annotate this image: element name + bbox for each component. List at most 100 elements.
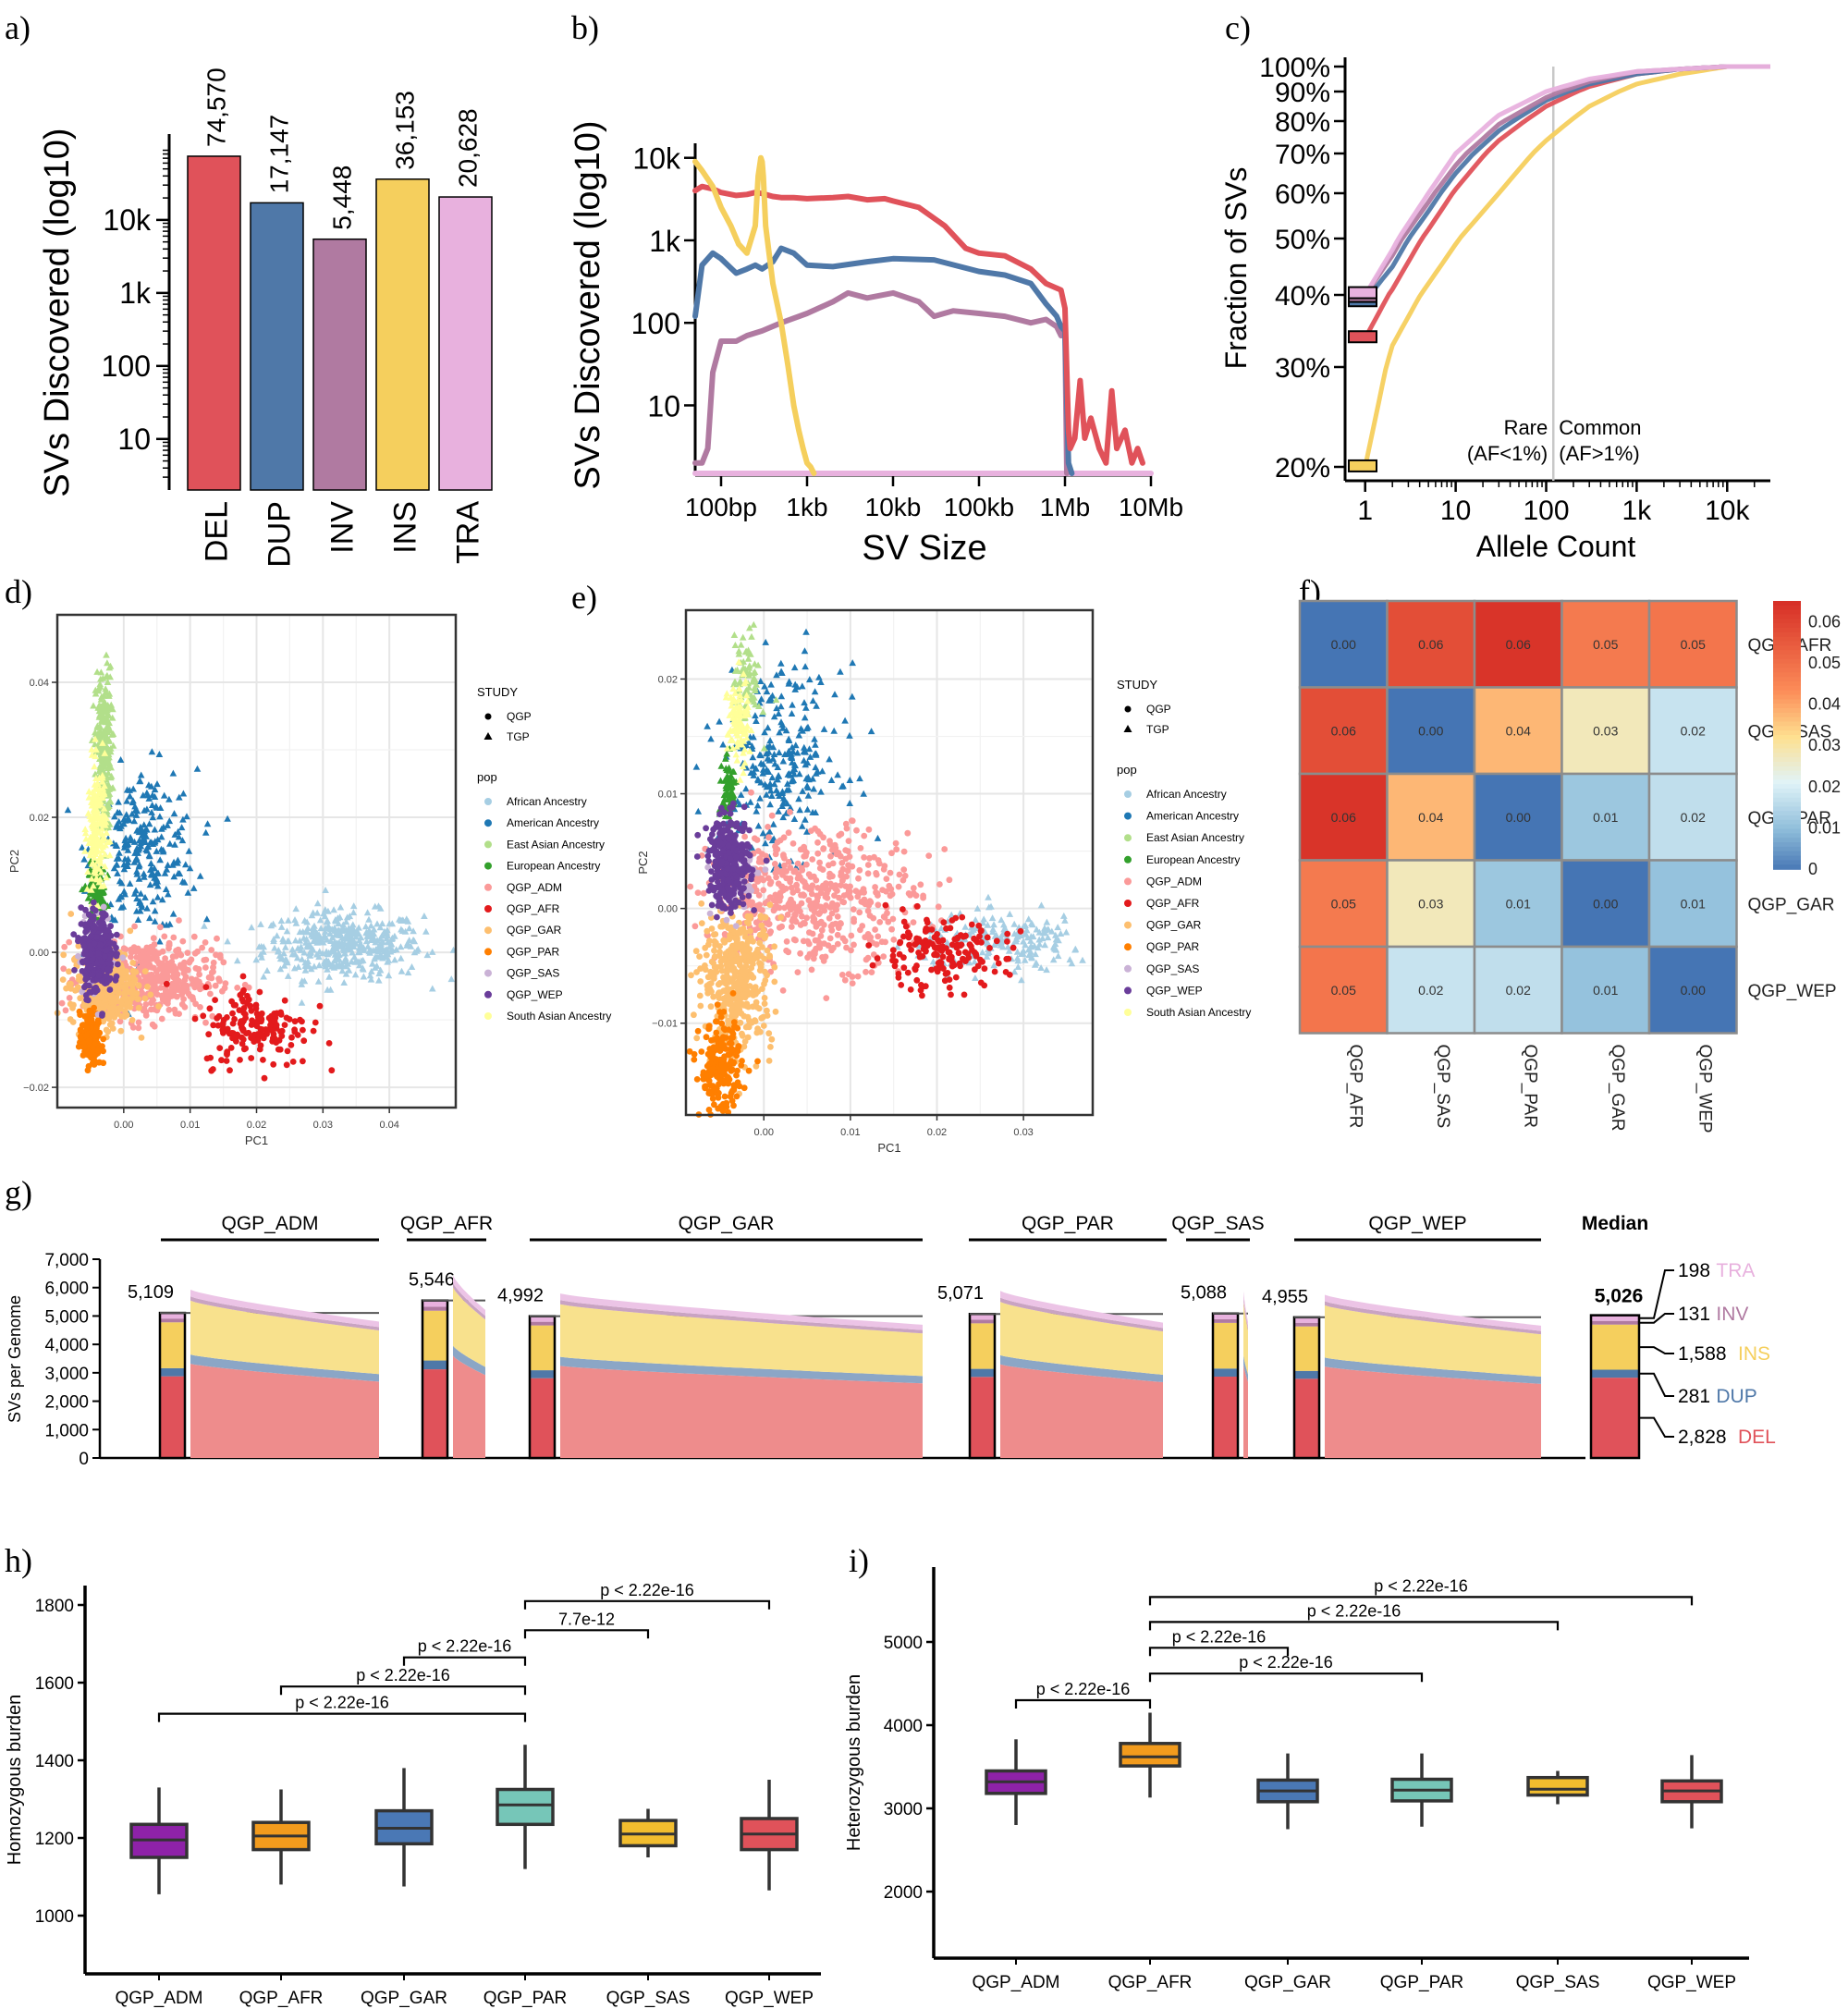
point <box>740 925 747 932</box>
point <box>814 839 821 846</box>
point <box>86 812 93 819</box>
point <box>177 951 185 959</box>
point <box>97 765 104 772</box>
point <box>297 943 305 950</box>
point <box>345 966 353 974</box>
x-tick-label: 1k <box>1622 496 1653 526</box>
point <box>849 980 856 986</box>
point <box>137 825 144 832</box>
point <box>202 828 210 836</box>
point <box>86 919 93 925</box>
point <box>141 977 149 985</box>
point <box>700 889 707 897</box>
point <box>148 748 156 755</box>
point <box>875 860 883 867</box>
point <box>800 920 807 926</box>
point <box>856 866 863 874</box>
point <box>199 944 206 951</box>
point <box>207 990 214 998</box>
point <box>141 839 150 845</box>
point <box>954 935 961 942</box>
point <box>948 991 954 998</box>
point <box>216 1045 224 1051</box>
point <box>888 925 895 933</box>
point <box>79 988 86 996</box>
start-marker-ins <box>1348 459 1377 472</box>
point <box>251 1037 258 1044</box>
point <box>864 954 872 962</box>
point <box>842 847 850 853</box>
point <box>256 988 263 996</box>
point <box>817 788 825 795</box>
point <box>693 1035 701 1042</box>
point <box>404 969 412 976</box>
point <box>120 843 129 851</box>
point <box>740 759 749 766</box>
point <box>347 937 355 944</box>
point <box>99 1012 105 1019</box>
point <box>908 946 914 953</box>
point <box>91 853 98 861</box>
point <box>769 743 777 751</box>
point <box>1033 925 1041 933</box>
point <box>745 739 753 745</box>
point <box>202 1019 209 1026</box>
point <box>945 949 952 956</box>
point <box>720 777 728 784</box>
point <box>236 1007 243 1013</box>
point <box>725 1022 732 1028</box>
point <box>732 725 740 732</box>
point <box>138 1035 145 1041</box>
point <box>875 901 882 909</box>
point <box>923 948 929 955</box>
point <box>99 674 107 681</box>
x-tick-label: DEL <box>200 501 235 562</box>
point <box>802 704 810 711</box>
point <box>735 685 743 692</box>
point <box>169 861 177 868</box>
point <box>759 760 767 767</box>
point <box>342 970 350 977</box>
point <box>313 909 321 916</box>
point <box>910 885 917 891</box>
point <box>201 922 208 929</box>
point <box>90 825 97 832</box>
point <box>214 1015 221 1022</box>
point <box>100 1035 107 1043</box>
point <box>900 933 907 940</box>
x-tick-label: 10Mb <box>1119 493 1183 521</box>
point <box>837 668 844 675</box>
point <box>106 662 115 669</box>
point <box>224 815 231 822</box>
point <box>829 846 836 853</box>
point <box>275 951 284 959</box>
point <box>322 925 329 931</box>
point <box>277 1028 284 1035</box>
point <box>985 903 993 911</box>
point <box>429 985 436 992</box>
point <box>345 943 353 950</box>
point <box>775 807 782 815</box>
point <box>156 813 164 820</box>
point <box>134 916 142 923</box>
point <box>90 899 97 906</box>
point <box>754 902 762 910</box>
point <box>216 977 223 985</box>
point <box>156 965 164 973</box>
point <box>948 941 956 949</box>
point <box>85 1051 92 1059</box>
point <box>841 976 849 984</box>
point <box>766 880 774 888</box>
point <box>190 884 198 891</box>
point <box>109 1025 116 1032</box>
point <box>937 925 945 932</box>
point <box>794 860 802 867</box>
point <box>333 945 340 952</box>
point <box>114 869 121 876</box>
point <box>732 946 740 952</box>
point <box>310 1027 317 1035</box>
point <box>718 967 726 974</box>
point <box>111 813 118 820</box>
point <box>145 851 153 859</box>
point <box>798 900 805 907</box>
